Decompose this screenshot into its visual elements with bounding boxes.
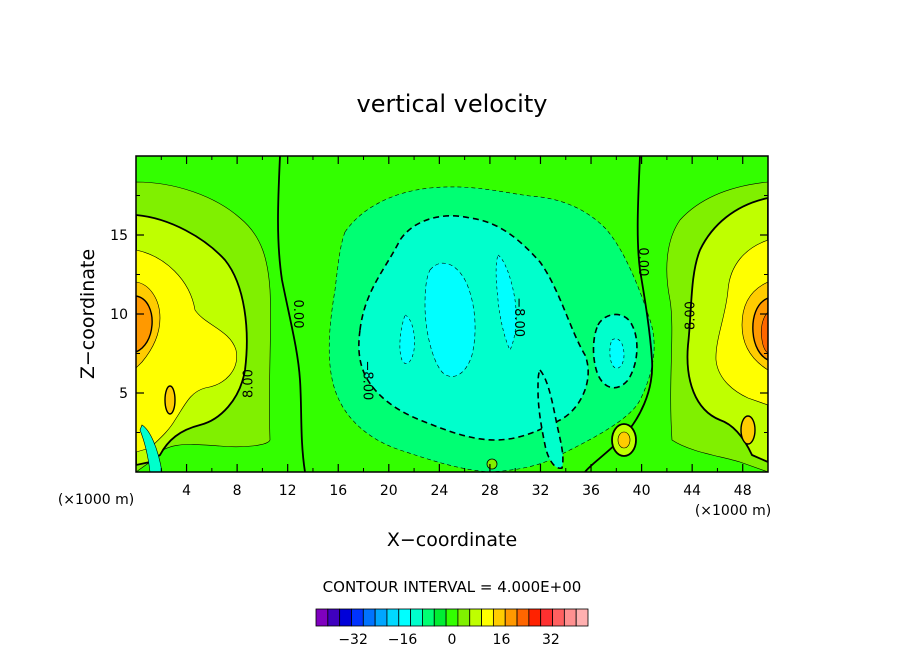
x-tick-label: 8: [233, 483, 242, 499]
x-unit-left: (×1000 m): [58, 492, 134, 508]
y-axis-label: Z−coordinate: [77, 249, 99, 379]
colorbar-swatch: [564, 609, 576, 626]
x-tick-label: 4: [182, 483, 191, 499]
y-tick-label: 10: [110, 307, 128, 323]
x-axis-label: X−coordinate: [387, 529, 517, 551]
contour-label: 0.00: [290, 300, 305, 329]
y-tick-label: 15: [110, 228, 128, 244]
chart-title: vertical velocity: [357, 90, 548, 118]
x-tick-label: 16: [329, 483, 347, 499]
x-tick-label: 28: [481, 483, 499, 499]
colorbar-swatch: [434, 609, 446, 626]
colorbar-label: 32: [542, 632, 560, 648]
x-unit-right: (×1000 m): [695, 503, 771, 519]
colorbar-swatch: [458, 609, 470, 626]
right-small-blob: [741, 416, 755, 444]
colorbar-swatch: [470, 609, 482, 626]
updraft-bubble-lower-core: [618, 432, 630, 448]
colorbar-swatch: [375, 609, 387, 626]
colorbar-label: 0: [448, 632, 457, 648]
colorbar-swatch: [351, 609, 363, 626]
colorbar-swatch: [541, 609, 553, 626]
colorbar-swatch: [411, 609, 423, 626]
contour-field: [136, 156, 768, 472]
x-tick-label: 12: [279, 483, 297, 499]
colorbar-swatch: [422, 609, 434, 626]
colorbar-swatch: [529, 609, 541, 626]
x-tick-label: 24: [430, 483, 448, 499]
x-tick-label: 40: [633, 483, 651, 499]
x-tick-label: 20: [380, 483, 398, 499]
y-tick-label: 5: [119, 386, 128, 402]
colorbar-swatch: [493, 609, 505, 626]
x-tick-label: 36: [582, 483, 600, 499]
colorbar-label: −32: [338, 632, 368, 648]
colorbar-label: −16: [388, 632, 418, 648]
colorbar-swatch: [399, 609, 411, 626]
colorbar: −32 −16 0 16 32: [316, 609, 588, 648]
colorbar-swatch: [316, 609, 328, 626]
contour-label: −8.00: [360, 360, 375, 400]
contour-label: −8.00: [511, 297, 526, 337]
colorbar-swatch: [446, 609, 458, 626]
colorbar-swatch: [505, 609, 517, 626]
colorbar-swatch: [328, 609, 340, 626]
colorbar-swatch: [387, 609, 399, 626]
contour-label: 8.00: [241, 369, 256, 398]
colorbar-label: 16: [493, 632, 511, 648]
x-tick-label: 44: [683, 483, 701, 499]
x-tick-label: 48: [734, 483, 752, 499]
colorbar-swatch: [553, 609, 565, 626]
contour-label: 8.00: [684, 301, 699, 330]
colorbar-swatch: [340, 609, 352, 626]
left-small-blob: [165, 386, 175, 414]
contour-interval-text: CONTOUR INTERVAL = 4.000E+00: [323, 578, 582, 596]
tiny-blob: [487, 459, 497, 469]
x-tick-label: 32: [532, 483, 550, 499]
colorbar-swatch: [576, 609, 588, 626]
contour-label: 0.00: [635, 247, 650, 276]
colorbar-swatch: [517, 609, 529, 626]
colorbar-swatch: [363, 609, 375, 626]
colorbar-swatch: [482, 609, 494, 626]
